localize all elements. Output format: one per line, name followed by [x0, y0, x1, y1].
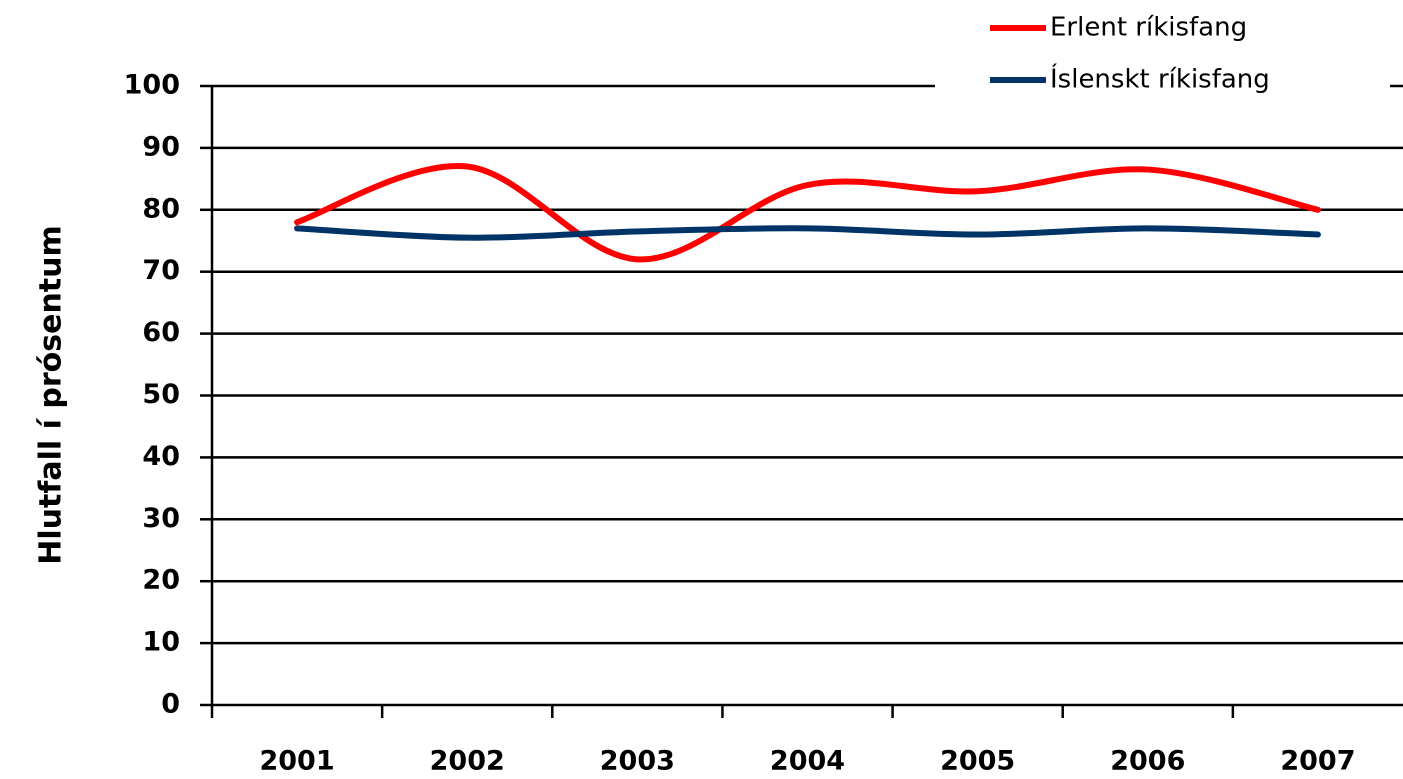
x-tick-label: 2002	[430, 746, 505, 777]
y-tick-label: 50	[142, 379, 180, 410]
y-tick-label: 80	[142, 193, 180, 224]
legend-box	[935, 0, 1390, 106]
y-tick-label: 40	[142, 441, 180, 472]
x-tick-label: 2007	[1280, 746, 1355, 777]
y-tick-label: 0	[161, 689, 180, 720]
legend-label: Erlent ríkisfang	[1050, 13, 1247, 43]
y-tick-label: 30	[142, 503, 180, 534]
x-tick-label: 2003	[600, 746, 675, 777]
x-tick-label: 2001	[259, 746, 334, 777]
y-tick-label: 60	[142, 317, 180, 348]
y-tick-label: 100	[124, 70, 180, 101]
x-tick-label: 2005	[940, 746, 1015, 777]
x-tick-label: 2004	[770, 746, 845, 777]
y-tick-label: 20	[142, 565, 180, 596]
line	[294, 163, 1321, 263]
x-tick-label: 2006	[1110, 746, 1185, 777]
y-tick-label: 70	[142, 255, 180, 286]
legend-label: Íslenskt ríkisfang	[1050, 63, 1270, 95]
y-tick-label: 90	[142, 131, 180, 162]
line	[294, 225, 1321, 241]
y-tick-label: 10	[142, 627, 180, 658]
y-axis-label: Hlutfall í prósentum	[34, 225, 69, 565]
